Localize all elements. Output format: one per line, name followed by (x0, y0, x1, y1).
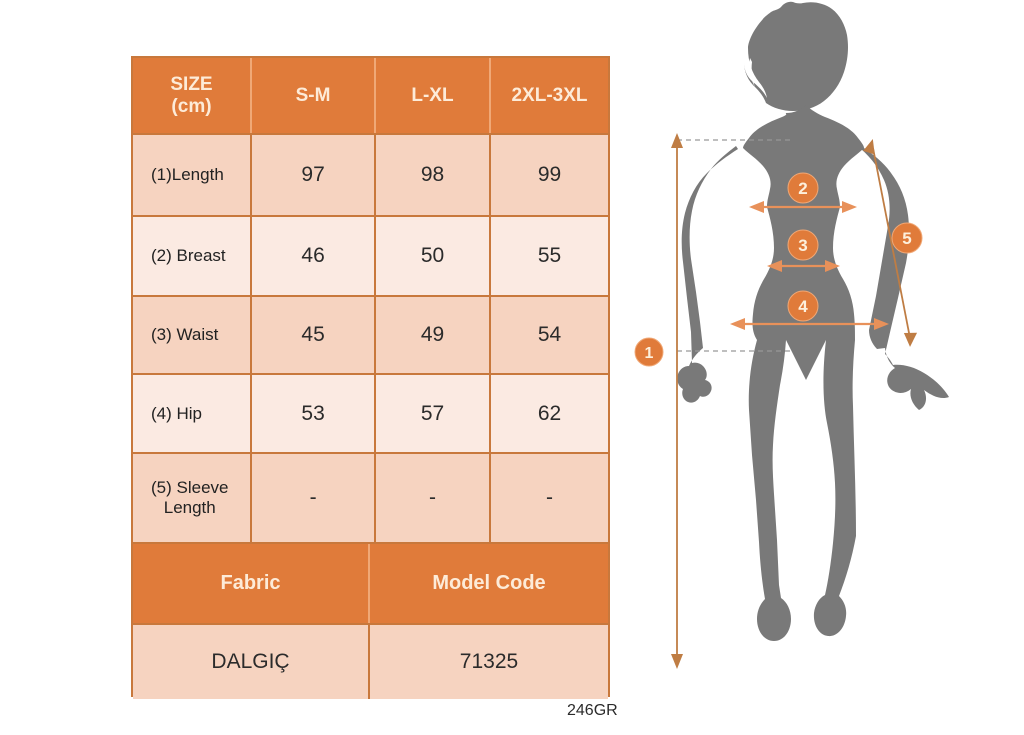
svg-text:2: 2 (798, 179, 807, 198)
svg-text:4: 4 (798, 297, 808, 316)
svg-text:1: 1 (645, 345, 654, 362)
svg-text:5: 5 (902, 229, 911, 248)
svg-text:3: 3 (798, 236, 807, 255)
